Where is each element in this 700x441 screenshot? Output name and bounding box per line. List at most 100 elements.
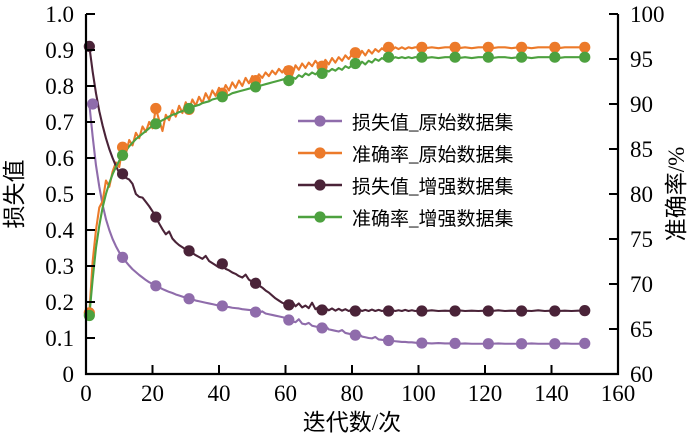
y-axis-tick-label: 0.4 xyxy=(45,218,74,243)
series-marker-0 xyxy=(283,314,295,326)
series-marker-0 xyxy=(216,300,228,312)
y-axis-right-tick-label: 95 xyxy=(630,47,653,72)
series-marker-2 xyxy=(150,211,162,223)
series-marker-2 xyxy=(482,305,494,317)
y-axis-tick-label: 0 xyxy=(63,362,75,387)
series-marker-3 xyxy=(249,81,262,93)
series-marker-2 xyxy=(249,277,262,289)
series-marker-3 xyxy=(183,102,195,115)
y-axis-right-tick-label: 85 xyxy=(630,137,653,162)
series-marker-1 xyxy=(482,41,494,53)
axis-title-layer: 迭代数/次 损失值 准确率/% xyxy=(2,147,689,435)
series-marker-0 xyxy=(549,338,561,350)
axes-layer xyxy=(84,13,620,376)
series-marker-0 xyxy=(116,251,129,263)
series-marker-1 xyxy=(150,102,162,115)
legend-marker-2 xyxy=(314,179,326,191)
series-marker-1 xyxy=(515,41,528,53)
y-axis-right-tick-label: 90 xyxy=(630,92,653,117)
y-axis-right-tick-label: 65 xyxy=(630,317,653,342)
x-axis-tick-label: 120 xyxy=(468,381,503,406)
y-axis-tick-label: 0.7 xyxy=(45,110,74,135)
legend-marker-1 xyxy=(314,147,326,159)
y-axis-title: 损失值 xyxy=(2,160,27,229)
series-layer xyxy=(83,40,591,350)
series-line-1 xyxy=(88,46,586,314)
series-marker-3 xyxy=(482,51,494,63)
y-axis-tick-label: 0.1 xyxy=(45,326,74,351)
tick-label-layer: 0.1 0.2 0.3 0.4 0.5 0.6 0.7 0.8 0.9 1.0 0 60 65 70 75 8… xyxy=(45,2,664,406)
legend-marker-3 xyxy=(314,211,326,223)
series-marker-3 xyxy=(150,118,162,130)
series-marker-3 xyxy=(549,51,561,63)
series-marker-0 xyxy=(87,98,99,110)
series-marker-0 xyxy=(316,322,328,334)
series-marker-2 xyxy=(579,305,591,317)
series-marker-3 xyxy=(116,149,129,161)
series-marker-3 xyxy=(579,51,591,63)
x-axis-title: 迭代数/次 xyxy=(303,410,401,435)
series-marker-3 xyxy=(515,51,528,63)
series-marker-1 xyxy=(449,41,461,53)
legend-label-0: 损失值_原始数据集 xyxy=(352,112,514,134)
y-axis-right-tick-label: 75 xyxy=(630,227,653,252)
legend-marker-0 xyxy=(314,115,326,127)
series-marker-2 xyxy=(549,305,561,317)
x-axis-tick-label: 140 xyxy=(534,381,569,406)
x-axis-tick-label: 0 xyxy=(80,381,92,406)
x-axis-tick-label: 40 xyxy=(208,381,231,406)
series-marker-2 xyxy=(316,304,328,316)
series-marker-2 xyxy=(116,168,129,180)
y-axis-tick-label: 0.5 xyxy=(45,182,74,207)
series-marker-2 xyxy=(515,305,528,317)
series-marker-0 xyxy=(349,329,361,341)
legend-label-1: 准确率_原始数据集 xyxy=(352,144,514,166)
series-marker-1 xyxy=(349,47,361,59)
series-marker-0 xyxy=(579,337,591,349)
y-axis-tick-label: 0.9 xyxy=(45,38,74,63)
series-marker-0 xyxy=(482,338,494,350)
legend-label-2: 损失值_增强数据集 xyxy=(352,176,514,198)
series-marker-3 xyxy=(349,57,361,70)
series-marker-3 xyxy=(416,51,428,63)
y-axis-tick-label: 0.3 xyxy=(45,254,74,279)
x-axis-tick-label: 60 xyxy=(274,381,297,406)
series-marker-3 xyxy=(283,75,295,87)
series-marker-2 xyxy=(416,305,428,317)
series-marker-1 xyxy=(382,41,395,53)
series-marker-3 xyxy=(316,67,328,79)
series-marker-2 xyxy=(283,299,295,311)
series-marker-1 xyxy=(416,41,428,53)
series-marker-1 xyxy=(549,41,561,53)
series-marker-1 xyxy=(579,41,591,53)
legend-label-3: 准确率_增强数据集 xyxy=(352,208,514,230)
series-marker-3 xyxy=(382,51,395,63)
x-axis-tick-label: 20 xyxy=(141,381,164,406)
series-marker-3 xyxy=(216,91,228,103)
y-axis-right-tick-label: 70 xyxy=(630,272,653,297)
y-axis-right-tick-label: 60 xyxy=(630,362,653,387)
series-marker-0 xyxy=(449,337,461,349)
series-marker-0 xyxy=(249,306,262,318)
y-axis-right-title: 准确率/% xyxy=(664,147,689,242)
series-marker-1 xyxy=(116,141,129,153)
series-marker-2 xyxy=(216,258,228,270)
series-marker-0 xyxy=(382,334,395,347)
y-axis-right-tick-label: 80 xyxy=(630,182,653,207)
x-axis-tick-label: 80 xyxy=(341,381,364,406)
series-marker-0 xyxy=(515,338,528,350)
series-marker-2 xyxy=(183,245,195,257)
series-marker-2 xyxy=(449,305,461,317)
series-marker-2 xyxy=(382,305,395,317)
series-marker-0 xyxy=(150,280,162,292)
series-marker-2 xyxy=(349,305,361,317)
series-marker-0 xyxy=(183,293,195,305)
y-axis-tick-label: 0.6 xyxy=(45,146,74,171)
x-axis-tick-label: 160 xyxy=(601,381,636,406)
y-axis-right-tick-label: 100 xyxy=(630,2,665,27)
x-axis-tick-label: 100 xyxy=(401,381,436,406)
series-marker-1 xyxy=(283,65,295,77)
